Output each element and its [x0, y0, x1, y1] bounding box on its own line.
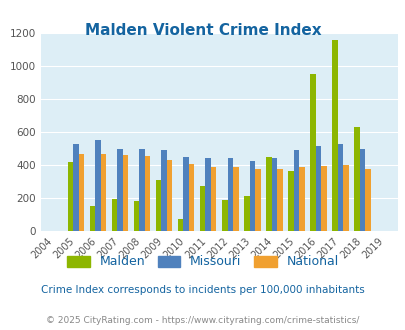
- Bar: [117, 148, 122, 231]
- Bar: [205, 158, 211, 231]
- Text: Crime Index corresponds to incidents per 100,000 inhabitants: Crime Index corresponds to incidents per…: [41, 285, 364, 295]
- Bar: [354, 127, 359, 231]
- Bar: [161, 150, 166, 231]
- Bar: [211, 167, 216, 231]
- Bar: [320, 166, 326, 231]
- Bar: [359, 148, 364, 231]
- Text: Malden Violent Crime Index: Malden Violent Crime Index: [85, 23, 320, 38]
- Bar: [122, 155, 128, 231]
- Bar: [309, 74, 315, 231]
- Bar: [139, 148, 145, 231]
- Text: © 2025 CityRating.com - https://www.cityrating.com/crime-statistics/: © 2025 CityRating.com - https://www.city…: [46, 315, 359, 325]
- Bar: [73, 144, 79, 231]
- Bar: [315, 146, 320, 231]
- Bar: [337, 144, 343, 231]
- Bar: [199, 185, 205, 231]
- Bar: [95, 140, 100, 231]
- Bar: [331, 40, 337, 231]
- Bar: [288, 171, 293, 231]
- Bar: [183, 157, 188, 231]
- Legend: Malden, Missouri, National: Malden, Missouri, National: [62, 250, 343, 274]
- Bar: [222, 200, 227, 231]
- Bar: [293, 150, 298, 231]
- Bar: [68, 162, 73, 231]
- Bar: [188, 164, 194, 231]
- Bar: [277, 169, 282, 231]
- Bar: [145, 156, 150, 231]
- Bar: [177, 218, 183, 231]
- Bar: [227, 158, 232, 231]
- Bar: [243, 196, 249, 231]
- Bar: [156, 180, 161, 231]
- Bar: [90, 206, 95, 231]
- Bar: [166, 160, 172, 231]
- Bar: [100, 154, 106, 231]
- Bar: [343, 165, 348, 231]
- Bar: [364, 169, 370, 231]
- Bar: [232, 167, 238, 231]
- Bar: [271, 158, 277, 231]
- Bar: [79, 154, 84, 231]
- Bar: [249, 161, 254, 231]
- Bar: [254, 169, 260, 231]
- Bar: [265, 157, 271, 231]
- Bar: [111, 199, 117, 231]
- Bar: [134, 201, 139, 231]
- Bar: [298, 168, 304, 231]
